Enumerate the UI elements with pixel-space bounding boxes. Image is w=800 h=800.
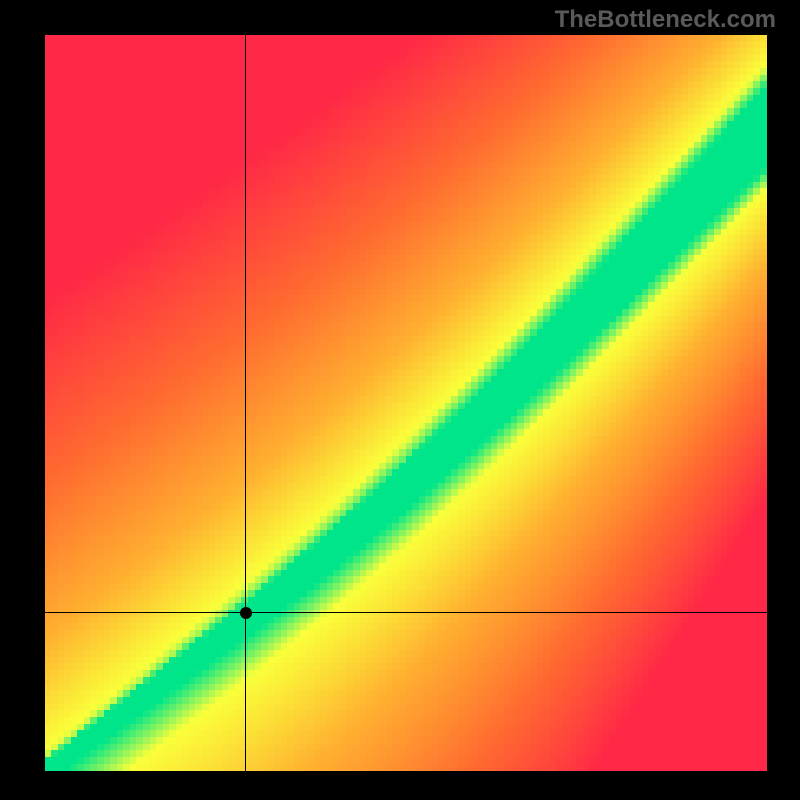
heatmap-canvas [45, 35, 767, 771]
crosshair-vertical [245, 35, 246, 771]
watermark-text: TheBottleneck.com [555, 6, 776, 34]
crosshair-horizontal [45, 612, 767, 613]
plot-area [45, 35, 767, 771]
root: TheBottleneck.com [0, 0, 800, 800]
crosshair-marker [240, 607, 252, 619]
